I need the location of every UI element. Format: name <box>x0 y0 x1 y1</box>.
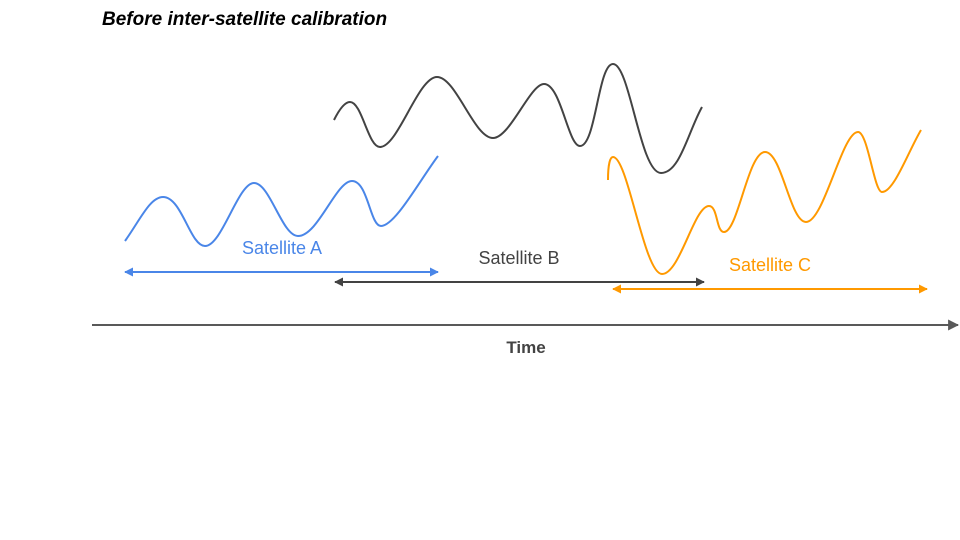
satellite-c-label: Satellite C <box>729 255 811 275</box>
time-axis-label: Time <box>506 338 545 357</box>
diagram-title: Before inter-satellite calibration <box>102 9 388 30</box>
satellite-a-label: Satellite A <box>242 238 322 258</box>
satellite-c-signal <box>607 129 922 276</box>
satellite-b-signal <box>333 62 703 175</box>
satellite-a-signal <box>124 155 439 248</box>
satellite-b-label: Satellite B <box>478 248 559 268</box>
